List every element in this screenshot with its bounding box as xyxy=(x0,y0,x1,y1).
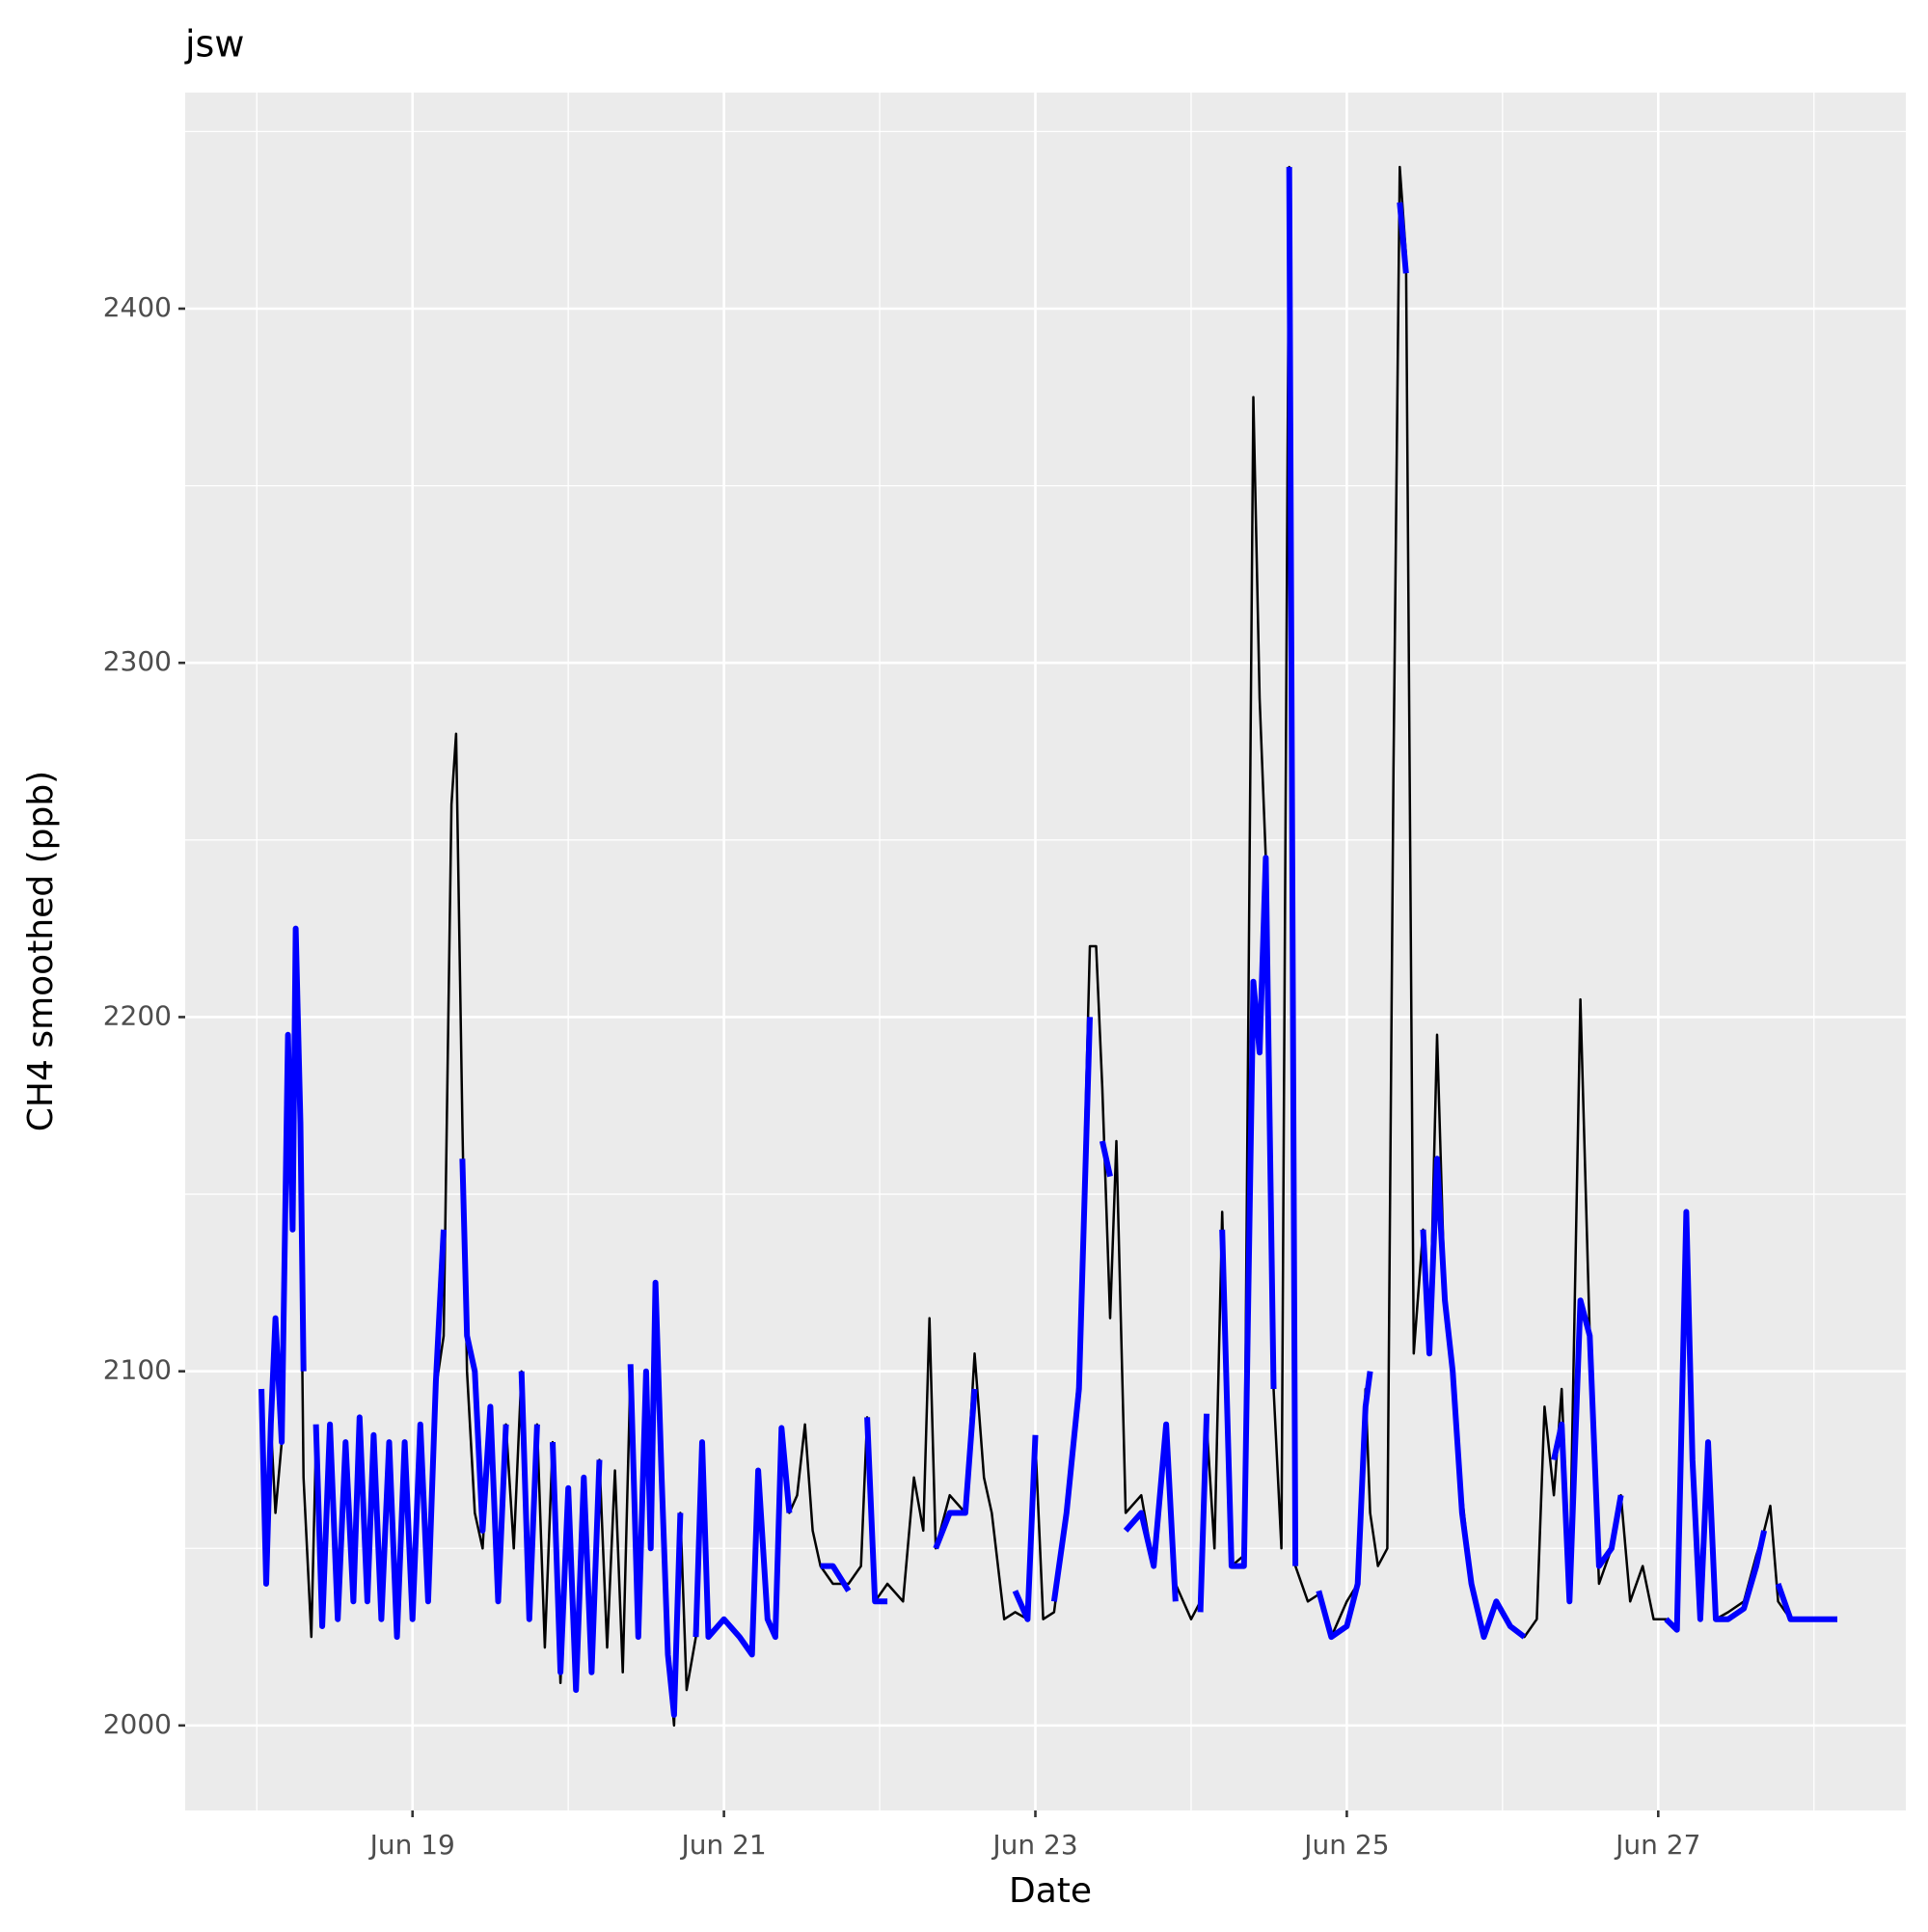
x-tick-label: Jun 25 xyxy=(1302,1829,1389,1861)
x-tick-label: Jun 23 xyxy=(991,1829,1077,1861)
y-tick-label: 2100 xyxy=(103,1354,172,1386)
y-tick-label: 2400 xyxy=(103,291,172,323)
x-axis-label: Date xyxy=(1009,1871,1092,1911)
panel xyxy=(185,93,1906,1810)
chart-title: jsw xyxy=(184,23,244,66)
data-line xyxy=(259,165,1837,1728)
y-tick-label: 2000 xyxy=(103,1708,172,1740)
data-line xyxy=(258,167,1837,1718)
y-tick-label: 2300 xyxy=(103,645,172,677)
x-tick-label: Jun 19 xyxy=(368,1829,455,1861)
y-tick-label: 2200 xyxy=(103,999,172,1031)
y-axis-label: CH4 smoothed (ppb) xyxy=(21,771,61,1131)
x-tick-label: Jun 27 xyxy=(1614,1829,1700,1861)
x-tick-label: Jun 21 xyxy=(679,1829,766,1861)
